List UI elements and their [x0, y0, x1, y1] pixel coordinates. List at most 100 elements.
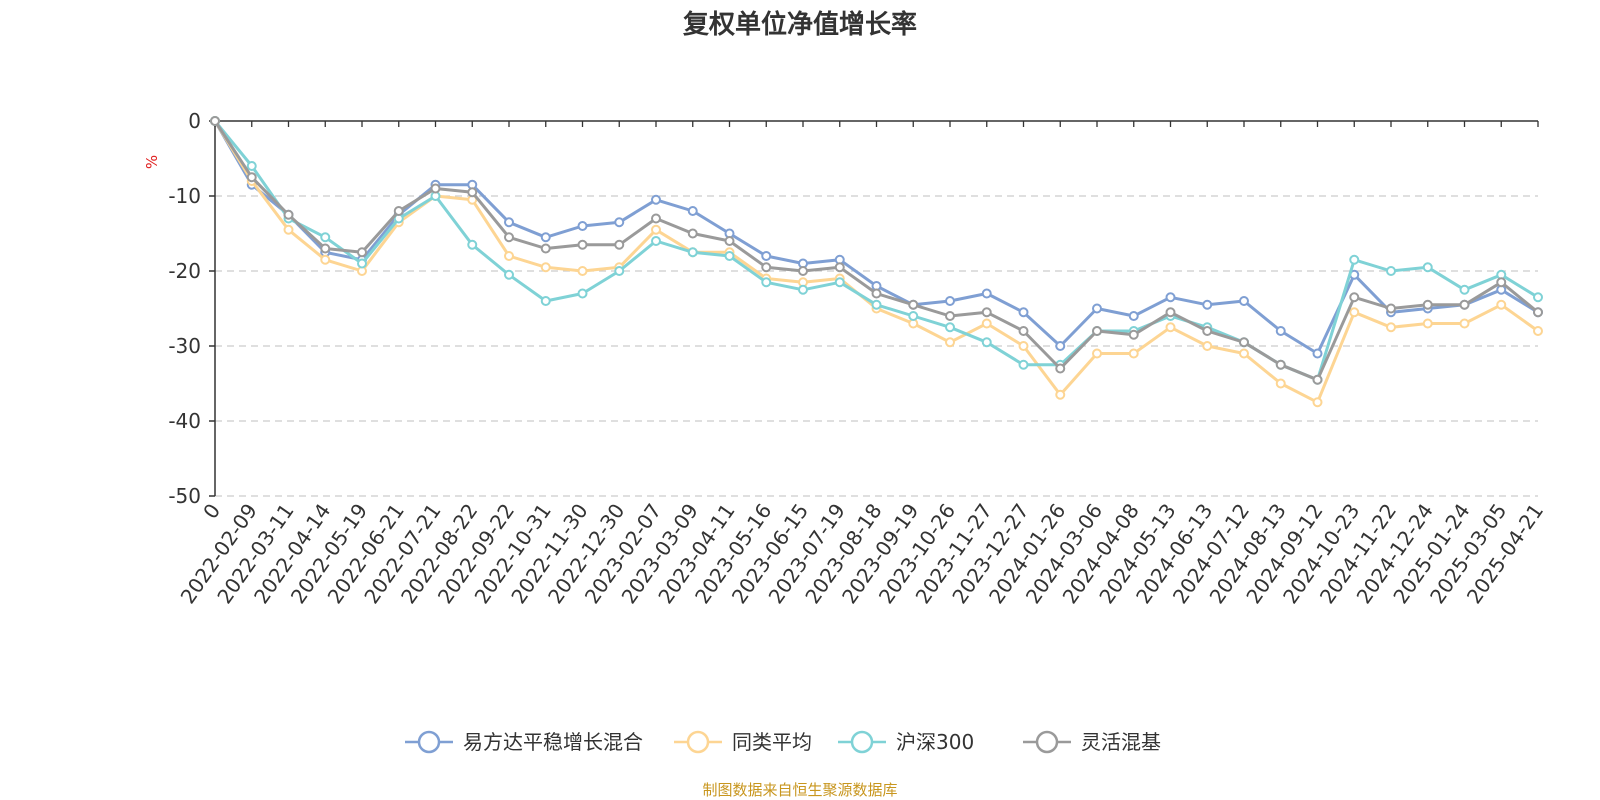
data-point[interactable]: [651, 194, 661, 205]
data-point[interactable]: [834, 262, 845, 273]
data-point[interactable]: [1275, 326, 1286, 336]
data-point[interactable]: [577, 288, 588, 299]
data-point[interactable]: [908, 299, 919, 310]
data-point[interactable]: [1092, 348, 1102, 359]
data-point[interactable]: [798, 284, 808, 295]
data-point[interactable]: [1202, 299, 1213, 310]
data-point[interactable]: [724, 251, 735, 261]
legend-item[interactable]: 灵活混基: [1023, 730, 1161, 754]
data-point[interactable]: [1459, 318, 1470, 329]
data-point[interactable]: [871, 288, 882, 299]
data-point[interactable]: [1055, 363, 1066, 374]
data-point[interactable]: [1018, 326, 1029, 336]
data-point[interactable]: [504, 269, 514, 280]
data-point[interactable]: [981, 318, 992, 329]
data-point[interactable]: [540, 243, 551, 254]
data-point[interactable]: [1018, 359, 1029, 370]
data-point[interactable]: [614, 266, 625, 276]
data-point[interactable]: [945, 337, 955, 348]
data-point[interactable]: [945, 311, 955, 321]
data-point[interactable]: [1422, 262, 1433, 273]
data-point[interactable]: [1239, 296, 1249, 306]
data-point[interactable]: [1165, 292, 1176, 303]
data-point[interactable]: [871, 299, 882, 310]
data-point[interactable]: [687, 228, 698, 239]
data-point[interactable]: [246, 161, 257, 171]
data-point[interactable]: [1165, 307, 1176, 318]
data-point[interactable]: [320, 243, 331, 254]
data-point[interactable]: [614, 239, 625, 250]
legend-item[interactable]: 沪深300: [838, 730, 974, 754]
data-point[interactable]: [283, 224, 294, 235]
data-point[interactable]: [981, 337, 992, 348]
data-point[interactable]: [724, 236, 735, 246]
data-point[interactable]: [1312, 397, 1323, 408]
data-point[interactable]: [981, 288, 992, 299]
data-point[interactable]: [1275, 378, 1286, 389]
data-point[interactable]: [1349, 307, 1360, 318]
data-point[interactable]: [1275, 359, 1286, 370]
data-point[interactable]: [467, 187, 478, 198]
data-point[interactable]: [1202, 341, 1213, 351]
data-point[interactable]: [467, 239, 478, 250]
data-point[interactable]: [1128, 348, 1139, 359]
data-point[interactable]: [761, 277, 772, 288]
data-point[interactable]: [577, 266, 588, 276]
data-point[interactable]: [1018, 341, 1029, 351]
data-point[interactable]: [504, 217, 514, 228]
data-point[interactable]: [540, 262, 551, 273]
data-point[interactable]: [687, 206, 698, 216]
data-point[interactable]: [283, 209, 294, 220]
data-point[interactable]: [1386, 266, 1396, 276]
data-point[interactable]: [1422, 318, 1433, 329]
data-point[interactable]: [504, 232, 514, 243]
data-point[interactable]: [651, 224, 661, 235]
data-point[interactable]: [798, 266, 808, 276]
data-point[interactable]: [1459, 299, 1470, 310]
data-point[interactable]: [210, 116, 220, 126]
data-point[interactable]: [1128, 311, 1139, 321]
data-point[interactable]: [834, 277, 845, 288]
data-point[interactable]: [687, 247, 698, 258]
data-point[interactable]: [1533, 307, 1543, 318]
data-point[interactable]: [1092, 326, 1102, 336]
data-point[interactable]: [1018, 307, 1029, 318]
data-point[interactable]: [1239, 337, 1249, 348]
data-point[interactable]: [357, 258, 367, 269]
data-point[interactable]: [540, 232, 551, 243]
data-point[interactable]: [1496, 277, 1507, 288]
data-point[interactable]: [577, 239, 588, 250]
data-point[interactable]: [761, 251, 772, 261]
data-point[interactable]: [1312, 374, 1323, 385]
data-point[interactable]: [393, 206, 404, 216]
data-point[interactable]: [540, 296, 551, 306]
data-point[interactable]: [981, 307, 992, 318]
data-point[interactable]: [1533, 292, 1543, 303]
data-point[interactable]: [1459, 284, 1470, 295]
data-point[interactable]: [1349, 292, 1360, 303]
data-point[interactable]: [1055, 389, 1066, 400]
data-point[interactable]: [1386, 322, 1396, 333]
data-point[interactable]: [651, 236, 661, 246]
data-point[interactable]: [1349, 254, 1360, 265]
data-point[interactable]: [1239, 348, 1249, 359]
data-point[interactable]: [1055, 341, 1066, 351]
data-point[interactable]: [577, 221, 588, 231]
data-point[interactable]: [908, 311, 919, 321]
data-point[interactable]: [357, 247, 367, 258]
data-point[interactable]: [1128, 329, 1139, 340]
data-point[interactable]: [1386, 303, 1396, 314]
data-point[interactable]: [945, 296, 955, 306]
data-point[interactable]: [320, 254, 331, 265]
legend-item[interactable]: 易方达平稳增长混合: [405, 730, 643, 754]
data-point[interactable]: [1092, 303, 1102, 314]
data-point[interactable]: [320, 232, 331, 243]
data-point[interactable]: [614, 217, 625, 228]
data-point[interactable]: [1202, 326, 1213, 336]
data-point[interactable]: [1165, 322, 1176, 333]
data-point[interactable]: [1312, 348, 1323, 359]
data-point[interactable]: [1496, 299, 1507, 310]
legend[interactable]: 易方达平稳增长混合 同类平均 沪深300 灵活混基: [405, 730, 1161, 754]
data-point[interactable]: [1422, 299, 1433, 310]
data-point[interactable]: [651, 213, 661, 224]
